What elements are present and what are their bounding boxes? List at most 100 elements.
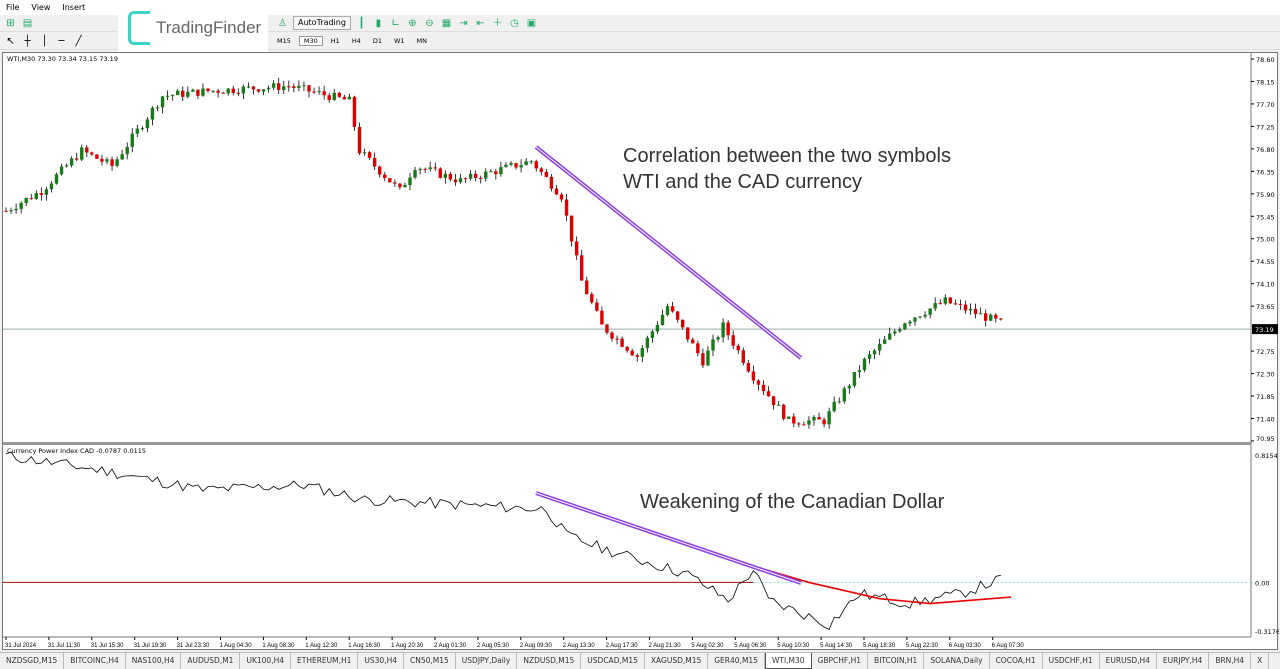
zoom-in-icon[interactable]: ⊕ bbox=[408, 17, 417, 29]
chart-tab[interactable]: NAS100,H4 bbox=[126, 653, 182, 669]
crosshair-icon[interactable]: ┼ bbox=[24, 35, 31, 47]
chart-tab[interactable]: BITCOINC,H4 bbox=[64, 653, 126, 669]
chart-tab[interactable]: AUDUSD,M1 bbox=[181, 653, 241, 669]
new-chart-icon[interactable]: ⊞ bbox=[6, 17, 15, 29]
tf-h4[interactable]: H4 bbox=[351, 37, 361, 45]
chart-tab[interactable]: BRN,H4 bbox=[1209, 653, 1252, 669]
candle-bear bbox=[312, 91, 316, 93]
chart-tab[interactable]: COCOA,H1 bbox=[990, 653, 1043, 669]
zoom-out-icon[interactable]: ⊖ bbox=[425, 17, 434, 29]
tf-w1[interactable]: W1 bbox=[393, 37, 405, 45]
templates-icon[interactable]: ▣ bbox=[526, 17, 537, 29]
vertical-line-icon[interactable]: │ bbox=[41, 35, 48, 47]
menu-file[interactable]: File bbox=[6, 3, 20, 12]
candle-bull bbox=[908, 321, 912, 324]
chart-tab[interactable]: USDCAD,M15 bbox=[581, 653, 645, 669]
chart-tab[interactable]: SOLANA,Daily bbox=[924, 653, 990, 669]
tf-mn[interactable]: MN bbox=[416, 37, 428, 45]
cursor-icon[interactable]: ↖ bbox=[6, 35, 15, 47]
candle-bear bbox=[388, 178, 392, 183]
indicator-tick-label: 0.00 bbox=[1255, 579, 1269, 587]
chart-canvas[interactable]: 78.60 78.15 77.70 77.25 76.80 76.35 75.90 75.45… bbox=[3, 53, 1279, 651]
periods-icon[interactable]: ◷ bbox=[510, 17, 519, 29]
candle-bull bbox=[403, 184, 407, 188]
price-tick-label: 73.65 bbox=[1256, 303, 1275, 311]
trendline-icon[interactable]: ╱ bbox=[75, 35, 82, 47]
candle-bull bbox=[24, 197, 28, 204]
candle-bull bbox=[19, 203, 23, 209]
candle-bear bbox=[514, 163, 518, 168]
candle-bear bbox=[610, 332, 614, 339]
chart-tab[interactable]: ETHEREUM,H1 bbox=[291, 653, 359, 669]
autotrading-button[interactable]: AutoTrading bbox=[293, 16, 351, 30]
menu-view[interactable]: View bbox=[31, 3, 51, 12]
chart-window[interactable]: 78.60 78.15 77.70 77.25 76.80 76.35 75.90 75.45… bbox=[2, 52, 1279, 651]
candle-bear bbox=[534, 161, 538, 169]
indicator-tick-label: -0.3176 bbox=[1255, 628, 1279, 636]
profiles-icon[interactable]: ▤ bbox=[22, 17, 33, 29]
time-label: 5 Aug 10:30 bbox=[777, 643, 810, 649]
candle-bull bbox=[812, 416, 816, 421]
candle-bull bbox=[44, 189, 49, 195]
candle-bull bbox=[787, 416, 791, 419]
candle-bear bbox=[479, 178, 483, 180]
candle-bear bbox=[342, 96, 347, 100]
experts-icon[interactable]: ♙ bbox=[278, 17, 287, 29]
candle-bull bbox=[201, 88, 205, 96]
candle-bull bbox=[776, 404, 781, 406]
chart-tab[interactable]: EURUSD,H4 bbox=[1100, 653, 1157, 669]
price-tick-label: 74.10 bbox=[1256, 281, 1275, 289]
tf-m15[interactable]: M15 bbox=[277, 37, 291, 45]
indicator-tick-label: 0.8154 bbox=[1255, 452, 1278, 460]
candle-bull bbox=[852, 372, 857, 386]
tile-icon[interactable]: ▦ bbox=[441, 17, 452, 29]
chart-tab[interactable]: X bbox=[1251, 653, 1270, 669]
candle-bear bbox=[29, 197, 33, 199]
chart-tab[interactable]: NZDSGD,M15 bbox=[0, 653, 65, 669]
candle-bear bbox=[625, 346, 629, 351]
candle-bear bbox=[292, 86, 296, 88]
chart-tab[interactable]: NZDUSD,M15 bbox=[517, 653, 582, 669]
shift-icon[interactable]: ⇤ bbox=[476, 17, 485, 29]
chart-tab[interactable]: CN50,M15 bbox=[404, 653, 456, 669]
scroll-icon[interactable]: ⇥ bbox=[459, 17, 468, 29]
chart-tab[interactable]: XAGUSD,M15 bbox=[645, 653, 709, 669]
candle-bear bbox=[817, 416, 821, 420]
tf-h1[interactable]: H1 bbox=[330, 37, 340, 45]
time-label: 1 Aug 04:30 bbox=[220, 643, 253, 649]
candle-bull bbox=[34, 193, 38, 199]
chart-tab[interactable]: GBPCHF,H1 bbox=[812, 653, 869, 669]
candle-bear bbox=[438, 168, 442, 178]
candle-bear bbox=[181, 90, 185, 97]
candle-bull bbox=[660, 314, 665, 325]
candle-bull bbox=[261, 89, 266, 92]
chart-tab[interactable]: BITCOIN,H1 bbox=[868, 653, 925, 669]
candle-bull bbox=[857, 370, 862, 373]
horizontal-line-icon[interactable]: ─ bbox=[58, 35, 65, 47]
candle-bull bbox=[155, 107, 160, 109]
tf-d1[interactable]: D1 bbox=[372, 37, 382, 45]
current-price-label: 73.19 bbox=[1255, 326, 1274, 334]
candle-bear bbox=[433, 167, 437, 169]
candle-bear bbox=[539, 168, 543, 172]
chart-tab[interactable]: UK100,H4 bbox=[240, 653, 291, 669]
candle-bull bbox=[120, 154, 124, 160]
tf-m30[interactable]: M30 bbox=[298, 36, 323, 46]
indicators-icon[interactable]: ＋ bbox=[492, 17, 503, 29]
line-chart-icon[interactable]: ∟ bbox=[391, 17, 400, 29]
candle-bull bbox=[989, 314, 993, 321]
candle-bear bbox=[994, 314, 998, 319]
candle-bull bbox=[893, 331, 897, 334]
candle-bull bbox=[665, 306, 670, 315]
chart-tab[interactable]: US30,H4 bbox=[358, 653, 404, 669]
bar-chart-icon[interactable]: ┃ bbox=[358, 17, 365, 29]
chart-tab[interactable]: USDJPY,Daily bbox=[456, 653, 518, 669]
chart-tab[interactable]: GER40,M15 bbox=[708, 653, 765, 669]
chart-tab[interactable]: EURJPY,H4 bbox=[1157, 653, 1210, 669]
chart-tab[interactable]: WTI,M30 bbox=[764, 653, 812, 669]
candle-chart-icon[interactable]: ▮ bbox=[375, 17, 382, 29]
candle-bear bbox=[423, 168, 427, 170]
chart-tab[interactable]: USDCHF,H1 bbox=[1043, 653, 1100, 669]
candle-bear bbox=[620, 338, 624, 347]
menu-insert[interactable]: Insert bbox=[62, 3, 86, 12]
